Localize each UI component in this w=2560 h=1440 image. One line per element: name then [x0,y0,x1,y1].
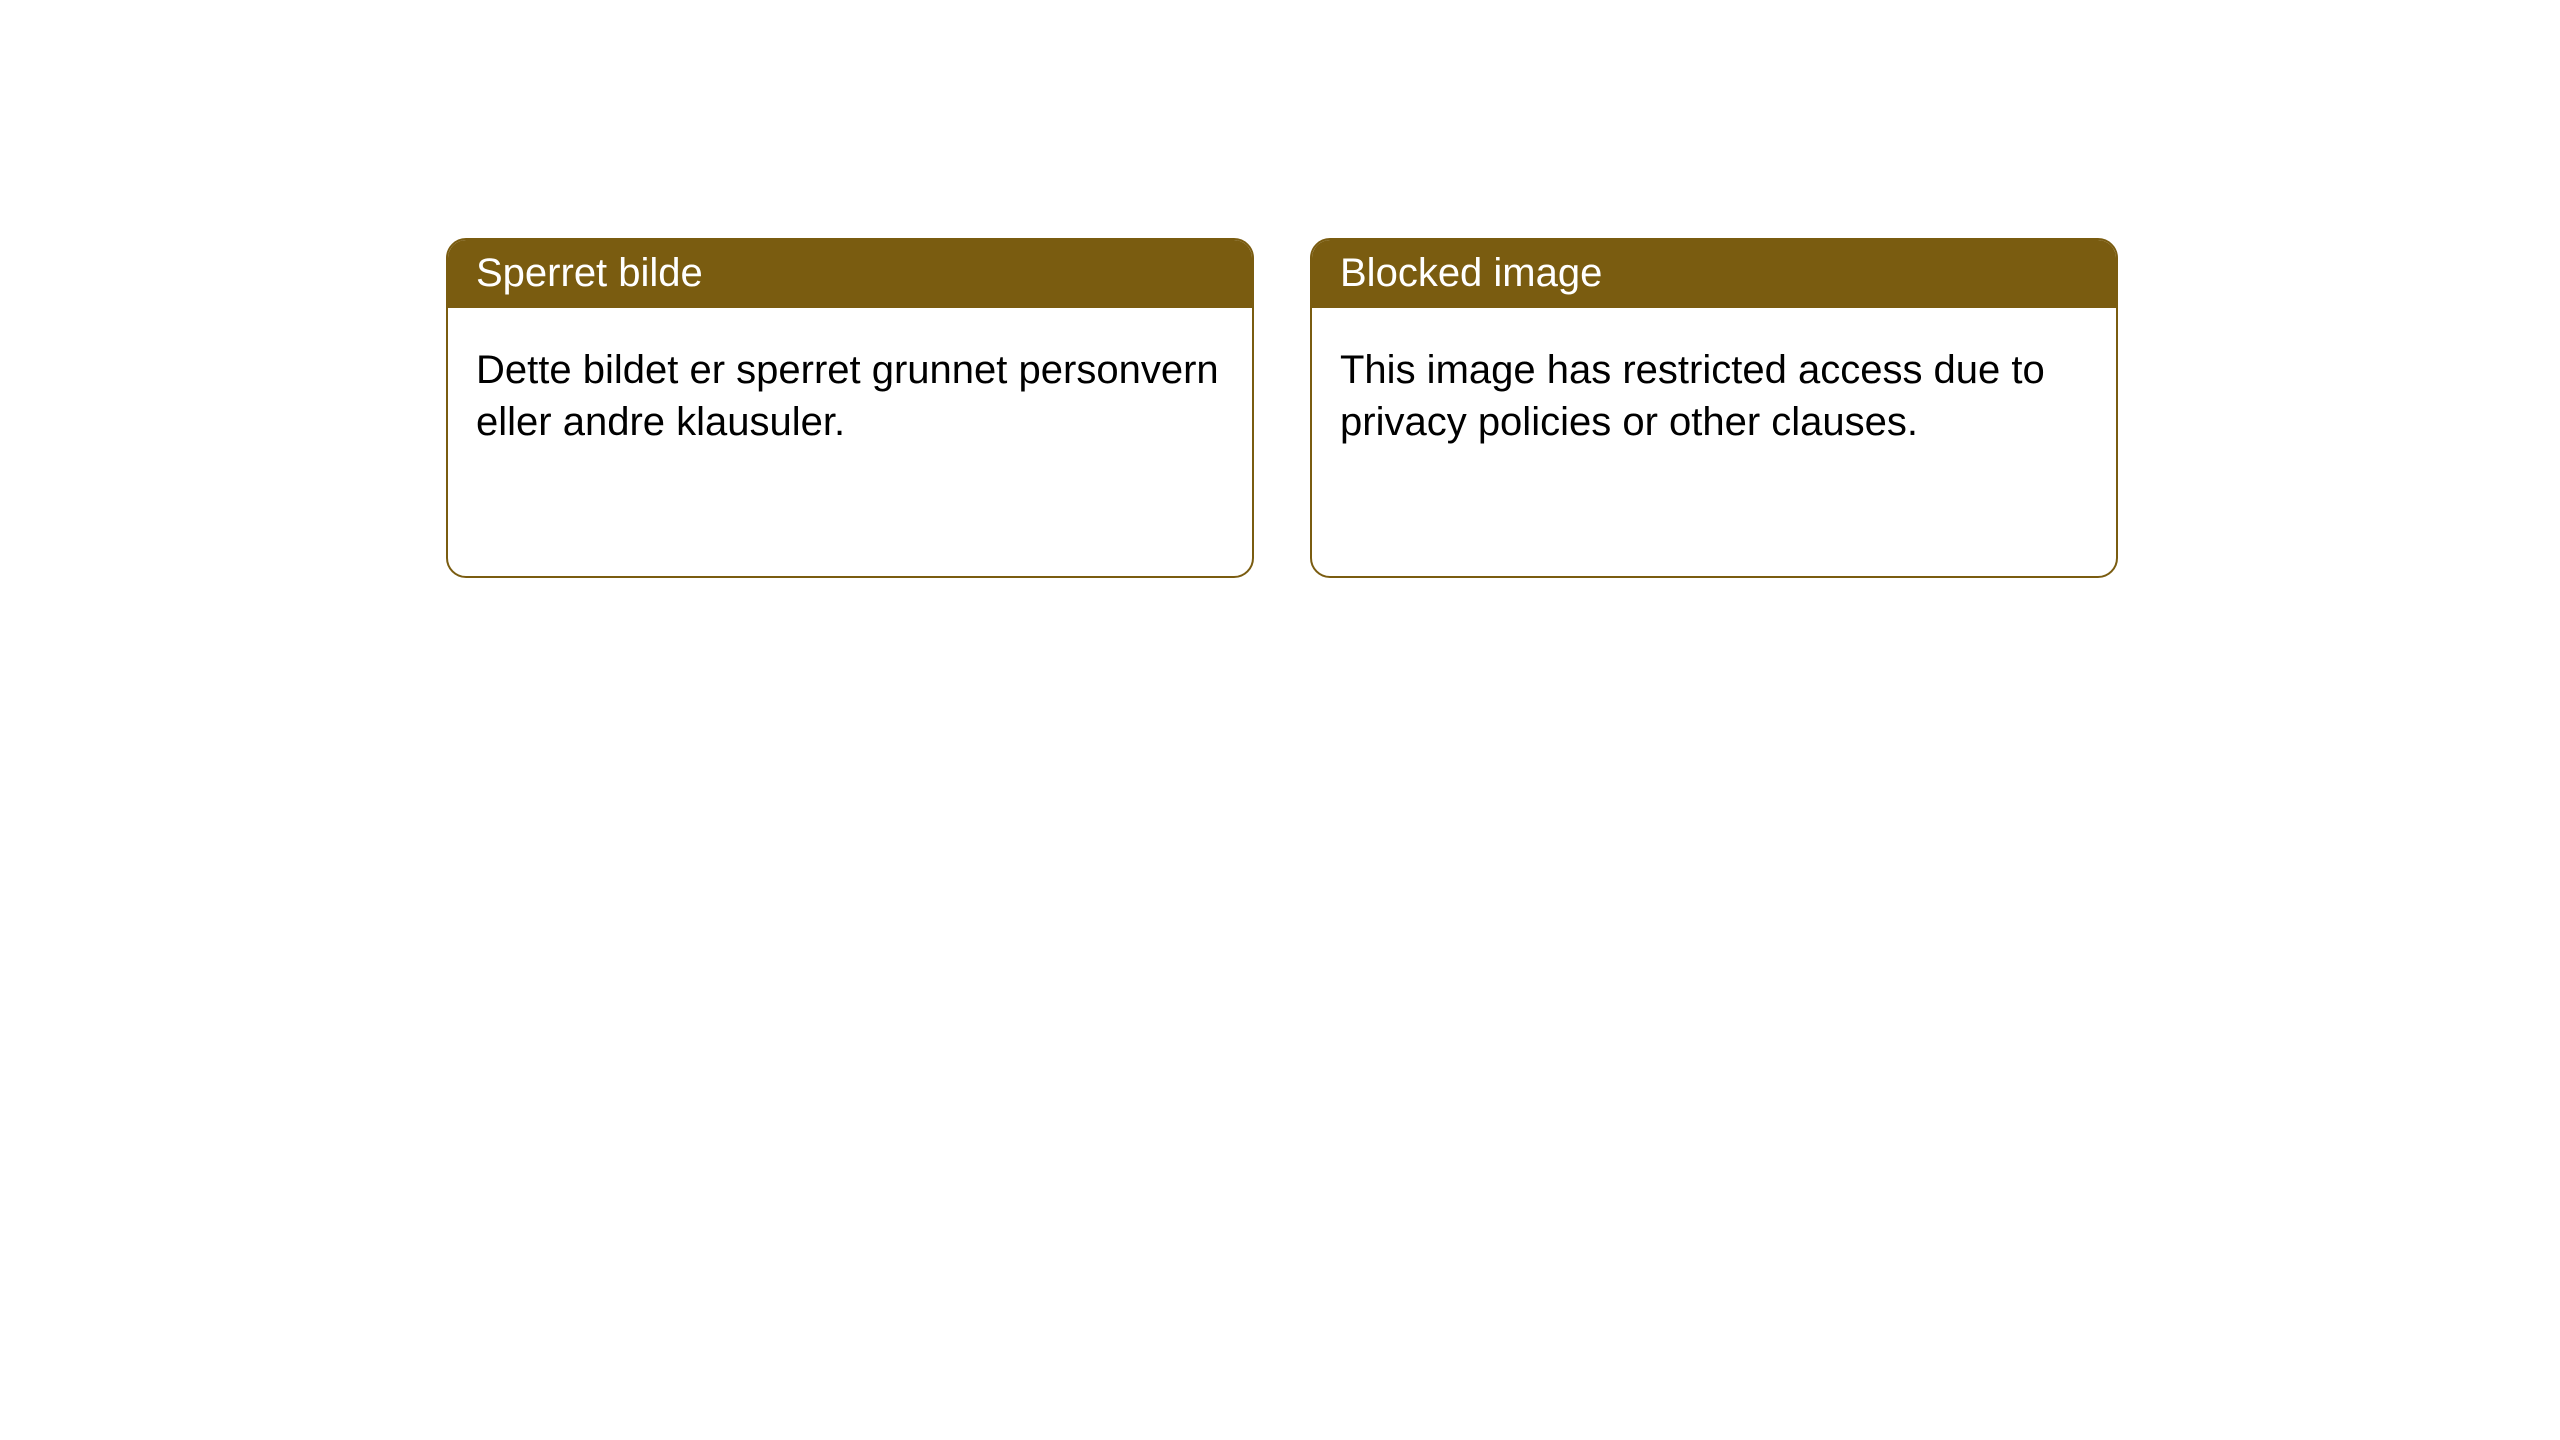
notice-container: Sperret bilde Dette bildet er sperret gr… [446,238,2118,578]
card-header: Blocked image [1312,240,2116,308]
blocked-image-card-english: Blocked image This image has restricted … [1310,238,2118,578]
blocked-image-card-norwegian: Sperret bilde Dette bildet er sperret gr… [446,238,1254,578]
card-body: This image has restricted access due to … [1312,308,2116,484]
card-title-label: Sperret bilde [476,251,703,295]
card-title-label: Blocked image [1340,251,1602,295]
card-body: Dette bildet er sperret grunnet personve… [448,308,1252,484]
card-message-text: Dette bildet er sperret grunnet personve… [476,348,1219,444]
card-message-text: This image has restricted access due to … [1340,348,2045,444]
card-header: Sperret bilde [448,240,1252,308]
